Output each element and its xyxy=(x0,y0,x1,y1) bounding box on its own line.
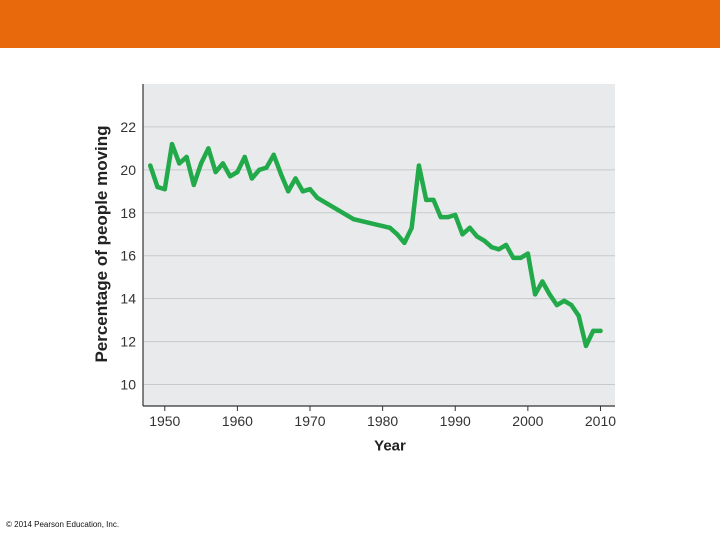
data-point xyxy=(264,165,269,170)
data-point xyxy=(460,232,465,237)
x-tick-label: 1950 xyxy=(149,413,180,429)
data-point xyxy=(438,214,443,220)
data-point xyxy=(315,195,320,200)
data-point xyxy=(547,292,552,297)
data-point xyxy=(169,141,175,147)
data-point xyxy=(177,161,182,166)
data-point xyxy=(445,214,451,220)
y-tick-label: 20 xyxy=(120,162,136,178)
data-point xyxy=(293,176,298,181)
x-tick-label: 2010 xyxy=(585,413,616,429)
data-point xyxy=(474,234,480,239)
data-point xyxy=(503,242,509,248)
data-point xyxy=(256,167,262,173)
data-point xyxy=(394,232,400,237)
data-point xyxy=(307,186,313,192)
y-tick-label: 14 xyxy=(120,291,136,307)
data-point xyxy=(220,161,226,166)
y-tick-label: 18 xyxy=(120,205,136,221)
data-point xyxy=(206,146,211,151)
data-point xyxy=(511,255,516,261)
data-point xyxy=(227,174,233,179)
x-tick-label: 2000 xyxy=(512,413,543,429)
data-point xyxy=(409,225,414,231)
data-point xyxy=(540,279,545,284)
y-tick-label: 16 xyxy=(120,248,136,264)
data-point xyxy=(162,186,167,192)
data-point xyxy=(518,255,523,261)
data-point xyxy=(278,171,284,177)
data-point xyxy=(489,244,494,250)
data-point xyxy=(198,161,204,166)
data-point xyxy=(155,184,160,190)
data-point xyxy=(525,251,531,256)
data-point xyxy=(482,238,487,243)
plot-area xyxy=(143,84,615,406)
data-point xyxy=(249,176,255,181)
y-axis-label: Percentage of people moving xyxy=(92,125,111,363)
header-bar xyxy=(0,0,720,48)
data-point xyxy=(598,328,603,334)
data-point xyxy=(424,197,429,203)
copyright-notice: © 2014 Pearson Education, Inc. xyxy=(6,520,120,529)
data-point xyxy=(496,247,502,252)
data-point xyxy=(235,169,240,175)
data-point xyxy=(271,152,276,158)
x-tick-label: 1990 xyxy=(440,413,471,429)
data-point xyxy=(554,302,560,308)
data-point xyxy=(213,169,218,175)
data-point xyxy=(242,154,247,160)
data-point xyxy=(576,313,581,319)
data-point xyxy=(184,154,189,160)
data-point xyxy=(453,212,458,218)
y-tick-label: 22 xyxy=(120,119,136,135)
data-point xyxy=(591,328,596,334)
x-tick-label: 1970 xyxy=(294,413,325,429)
data-point xyxy=(351,217,356,222)
y-tick-label: 12 xyxy=(120,334,136,350)
data-point xyxy=(431,197,436,203)
data-point xyxy=(561,298,567,304)
data-point xyxy=(467,225,472,231)
y-tick-label: 10 xyxy=(120,377,136,393)
data-point xyxy=(286,189,291,194)
data-point xyxy=(148,163,153,168)
data-point xyxy=(191,182,197,188)
x-tick-label: 1980 xyxy=(367,413,398,429)
data-point xyxy=(416,163,422,168)
data-point xyxy=(402,240,407,246)
data-point xyxy=(583,343,589,349)
x-tick-label: 1960 xyxy=(222,413,253,429)
data-point xyxy=(569,302,574,308)
data-point xyxy=(300,189,305,194)
x-axis-label: Year xyxy=(374,437,406,455)
data-point xyxy=(387,225,393,231)
data-point xyxy=(532,292,538,297)
